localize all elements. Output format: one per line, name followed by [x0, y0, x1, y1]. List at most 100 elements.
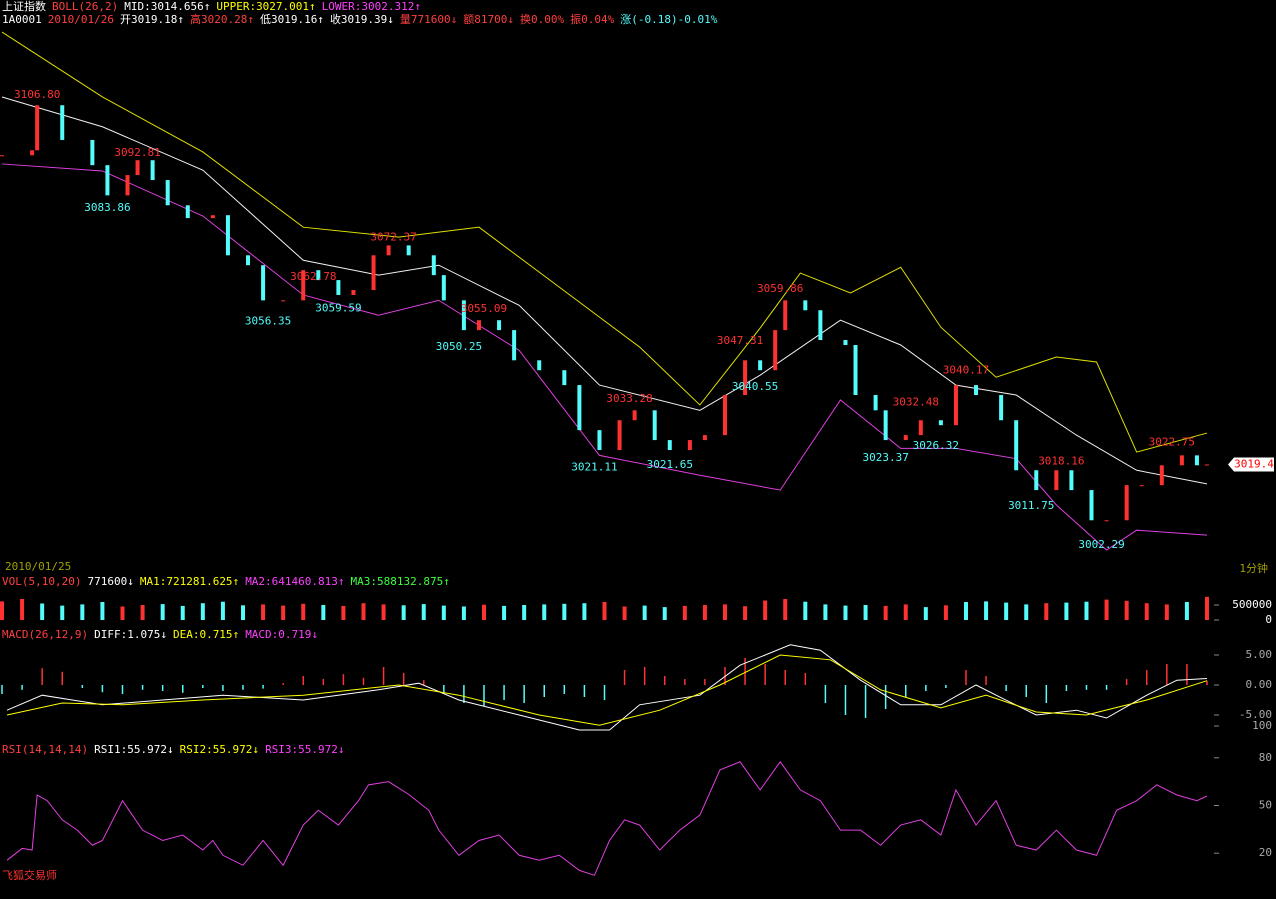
candle: [702, 435, 707, 441]
header-item: 涨(-0.18)-0.01%: [620, 13, 717, 26]
candle: [722, 395, 727, 436]
volume-bar: [100, 602, 105, 620]
volume-bar: [582, 603, 587, 620]
header-item: 1A0001: [2, 13, 42, 26]
volume-bar: [421, 604, 426, 620]
candle: [1069, 470, 1074, 491]
price-annotation: 3059.59: [315, 301, 361, 314]
volume-bar: [1084, 601, 1089, 620]
candle: [1014, 420, 1019, 471]
volume-bar: [602, 602, 607, 620]
candle: [316, 270, 321, 281]
volume-bar: [321, 605, 326, 620]
candle: [301, 270, 306, 301]
volume-bar: [903, 604, 908, 620]
header-item: DIFF:1.075↓: [94, 628, 167, 641]
volume-bar: [642, 605, 647, 620]
volume-bar: [682, 605, 687, 620]
candle: [853, 345, 858, 396]
candle: [953, 385, 958, 426]
price-annotation: 3040.55: [732, 380, 778, 393]
candle: [783, 300, 788, 331]
candle: [185, 205, 190, 219]
candle: [441, 275, 446, 301]
y-tick-label: 50: [1259, 799, 1272, 812]
volume-bar: [743, 606, 748, 620]
y-tick-label: 0.00: [1246, 678, 1273, 691]
header-item: MID:3014.656↑: [124, 0, 210, 13]
volume-bar: [0, 601, 4, 620]
volume-bar: [502, 605, 507, 620]
last-price-label: 3019.4: [1234, 457, 1274, 470]
candle: [667, 440, 672, 450]
header-item: DEA:0.715↑: [173, 628, 239, 641]
header-item: MA2:641460.813↑: [245, 575, 344, 588]
volume-bar: [984, 601, 989, 620]
candle: [577, 385, 582, 431]
y-tick-label: 5.00: [1246, 648, 1273, 661]
candle: [461, 300, 466, 331]
macd-line: [6, 654, 1208, 726]
volume-bar: [622, 606, 627, 620]
price-annotation: 3023.37: [862, 451, 908, 464]
header-item: MACD:0.719↓: [245, 628, 318, 641]
candle: [125, 175, 130, 196]
candle: [90, 139, 95, 166]
candle: [1159, 465, 1164, 486]
header-item: MA3:588132.875↑: [351, 575, 450, 588]
candle: [617, 420, 622, 450]
header-item: RSI2:55.972↓: [180, 743, 259, 756]
volume-bar: [1124, 600, 1129, 620]
last-price-tag: [1228, 457, 1274, 472]
header-item: 771600↓: [87, 575, 133, 588]
volume-bar: [843, 605, 848, 620]
candle: [386, 245, 391, 256]
volume-bar: [1164, 604, 1169, 620]
price-annotation: 3018.16: [1038, 455, 1084, 468]
prev-date: 2010/01/25: [5, 560, 71, 573]
brand: 飞狐交易师: [2, 868, 57, 882]
candle: [135, 160, 140, 176]
volume-bar: [220, 601, 225, 620]
volume-bar: [301, 603, 306, 620]
header-item: 换0.00%: [520, 12, 564, 26]
volume-bar: [702, 605, 707, 620]
candle: [1034, 470, 1039, 491]
candle: [30, 150, 35, 156]
candle: [1089, 490, 1094, 521]
header-item: 额81700↓: [463, 13, 514, 26]
volume-bar: [1144, 603, 1149, 620]
candle: [1139, 485, 1144, 487]
candle: [406, 245, 411, 256]
candle: [918, 420, 923, 436]
y-tick-label: 100: [1252, 719, 1272, 732]
price-annotation: 3026.32: [913, 439, 959, 452]
volume-bar: [763, 600, 768, 620]
header-item: 振0.04%: [570, 12, 614, 26]
price-annotation: 3055.09: [461, 302, 507, 315]
price-annotation: 3021.65: [647, 458, 693, 471]
volume-bar: [1044, 603, 1049, 620]
volume-bar: [963, 602, 968, 620]
volume-bar: [461, 606, 466, 620]
candle: [1204, 464, 1209, 466]
y-tick-label: 500000: [1232, 598, 1272, 611]
volume-bar: [1064, 602, 1069, 620]
candle: [652, 410, 657, 441]
candle: [1124, 485, 1129, 521]
volume-bar: [361, 603, 366, 620]
header-item: 高3020.28↑: [190, 12, 254, 26]
header-item: 上证指数: [2, 0, 46, 13]
candle: [873, 395, 878, 411]
candle: [883, 410, 888, 441]
candle: [0, 155, 4, 157]
boll-line: [1, 31, 1208, 453]
macd-line: [6, 644, 1208, 731]
candle: [150, 160, 155, 181]
volume-bar: [381, 604, 386, 620]
volume-bar: [1024, 604, 1029, 620]
volume-bar: [20, 599, 25, 620]
volume-bar: [943, 605, 948, 620]
